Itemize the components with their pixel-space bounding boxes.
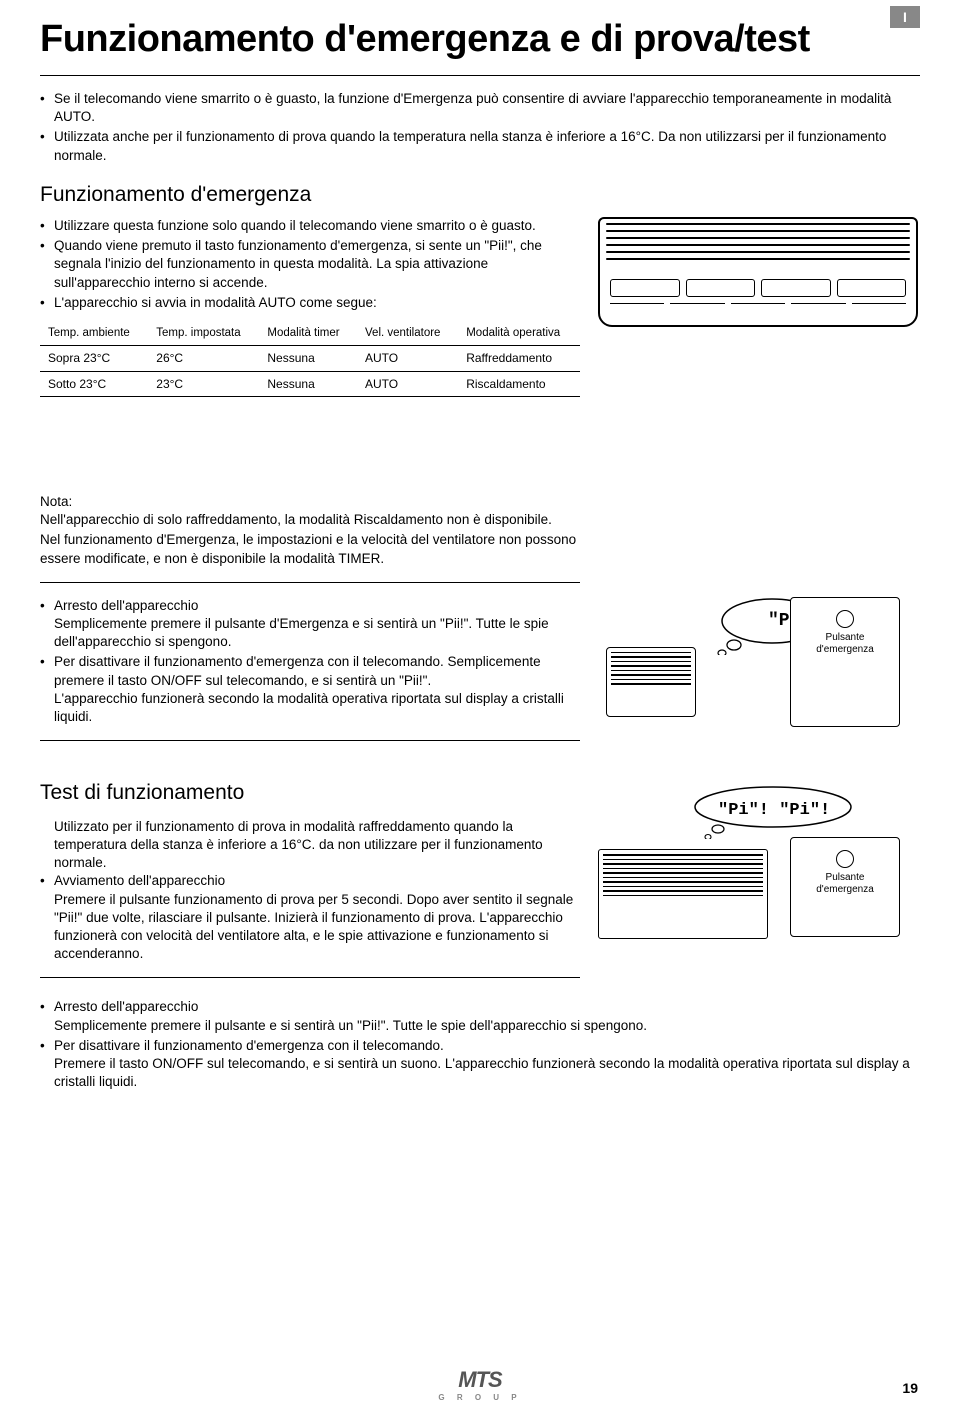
divider <box>40 977 580 978</box>
table-header: Vel. ventilatore <box>357 322 458 346</box>
section1-list: Utilizzare questa funzione solo quando i… <box>40 217 580 312</box>
section2-intro: Utilizzato per il funzionamento di prova… <box>40 818 580 873</box>
button-label: Pulsante d'emergenza <box>791 632 899 656</box>
table-header: Modalità timer <box>259 322 357 346</box>
section-heading: Funzionamento d'emergenza <box>40 183 920 207</box>
list-item: Arresto dell'apparecchio Semplicemente p… <box>40 597 580 652</box>
note-text: Nell'apparecchio di solo raffreddamento,… <box>40 511 580 529</box>
list-item: Utilizzare questa funzione solo quando i… <box>40 217 580 235</box>
mini-ac-icon <box>598 849 768 939</box>
button-dot-icon <box>836 610 854 628</box>
section2-list: Avviamento dell'apparecchio Premere il p… <box>40 872 580 963</box>
note-label: Nota: <box>40 493 580 511</box>
table-cell: 26°C <box>148 346 259 371</box>
table-cell: Riscaldamento <box>458 371 580 396</box>
table-header: Temp. ambiente <box>40 322 148 346</box>
table-cell: Sopra 23°C <box>40 346 148 371</box>
list-item: Quando viene premuto il tasto funzioname… <box>40 237 580 292</box>
mode-table: Temp. ambiente Temp. impostata Modalità … <box>40 322 580 397</box>
ac-illustration <box>598 217 918 477</box>
section-heading: Test di funzionamento <box>40 779 580 807</box>
test-illustration: "Pi"! "Pi"! Pulsante d'emergenza <box>598 779 918 959</box>
section2-stop-list: Arresto dell'apparecchio Semplicemente p… <box>40 998 920 1091</box>
list-item: Per disattivare il funzionamento d'emerg… <box>40 653 580 726</box>
table-cell: AUTO <box>357 371 458 396</box>
table-cell: Sotto 23°C <box>40 371 148 396</box>
list-item: L'apparecchio si avvia in modalità AUTO … <box>40 294 580 312</box>
list-item: Avviamento dell'apparecchio Premere il p… <box>40 872 580 963</box>
logo-text: MTS <box>458 1367 501 1392</box>
page-number: 19 <box>902 1380 918 1396</box>
table-cell: Nessuna <box>259 346 357 371</box>
table-row: Sopra 23°C 26°C Nessuna AUTO Raffreddame… <box>40 346 580 371</box>
mini-ac-icon <box>606 647 696 717</box>
table-header: Temp. impostata <box>148 322 259 346</box>
table-cell: Raffreddamento <box>458 346 580 371</box>
emergency-button-callout: Pulsante d'emergenza <box>790 597 900 727</box>
table-cell: Nessuna <box>259 371 357 396</box>
table-cell: 23°C <box>148 371 259 396</box>
page-title: Funzionamento d'emergenza e di prova/tes… <box>40 18 920 61</box>
footer: MTS G R O U P <box>0 1367 960 1402</box>
intro-item: Utilizzata anche per il funzionamento di… <box>40 128 920 164</box>
list-item: Per disattivare il funzionamento d'emerg… <box>40 1037 920 1092</box>
logo-group: G R O U P <box>438 1393 521 1402</box>
note-text: Nel funzionamento d'Emergenza, le impost… <box>40 531 580 567</box>
button-label: Pulsante d'emergenza <box>791 872 899 896</box>
divider <box>40 582 580 583</box>
intro-list: Se il telecomando viene smarrito o è gua… <box>40 90 920 165</box>
language-tab: I <box>890 6 920 28</box>
speech-text: "Pi"! "Pi"! <box>718 801 830 820</box>
title-rule <box>40 75 920 76</box>
table-header: Modalità operativa <box>458 322 580 346</box>
logo: MTS G R O U P <box>438 1367 521 1402</box>
button-dot-icon <box>836 850 854 868</box>
callout-illustration: "Pi"! Pulsante d'emergenza <box>598 477 918 737</box>
emergency-button-callout: Pulsante d'emergenza <box>790 837 900 937</box>
stop-list: Arresto dell'apparecchio Semplicemente p… <box>40 597 580 727</box>
table-cell: AUTO <box>357 346 458 371</box>
divider <box>40 740 580 741</box>
intro-item: Se il telecomando viene smarrito o è gua… <box>40 90 920 126</box>
list-item: Arresto dell'apparecchio Semplicemente p… <box>40 998 920 1034</box>
table-row: Sotto 23°C 23°C Nessuna AUTO Riscaldamen… <box>40 371 580 396</box>
